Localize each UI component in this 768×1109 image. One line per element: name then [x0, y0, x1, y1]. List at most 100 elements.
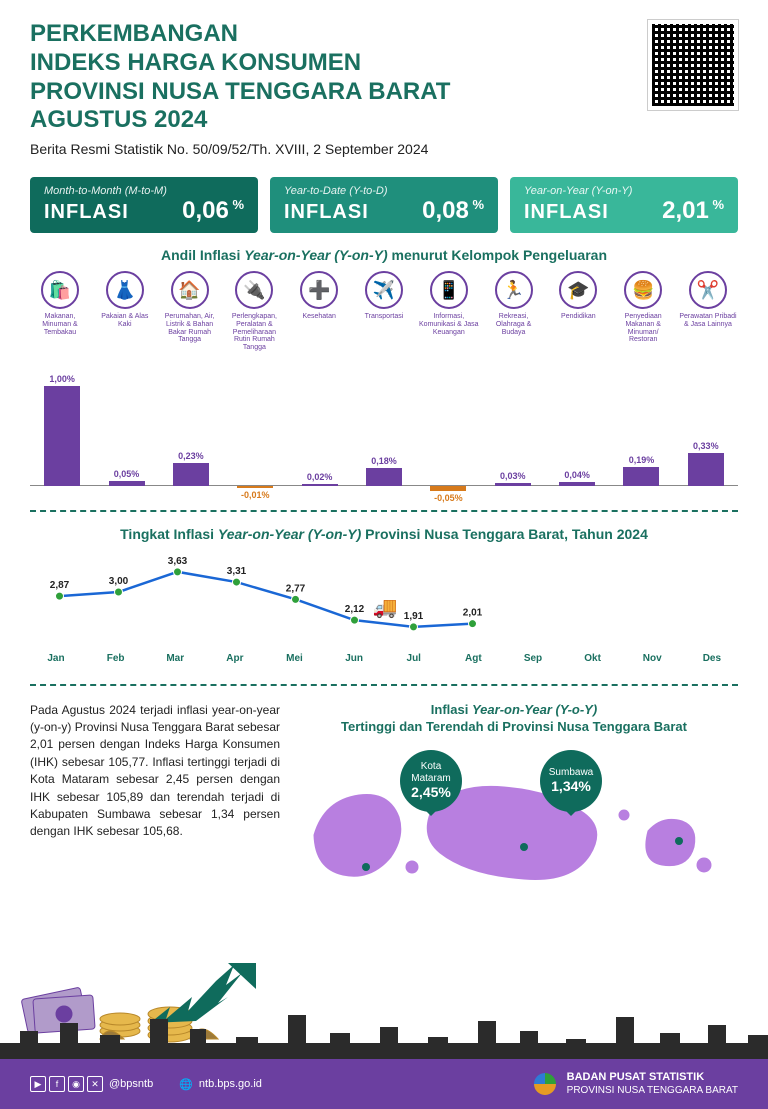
category-label: Pakaian & Alas Kaki [95, 313, 155, 328]
bar [559, 482, 595, 486]
line-title-pre: Tingkat Inflasi [120, 526, 218, 542]
category-icon: 📱 [430, 271, 468, 309]
title-line-1: PERKEMBANGAN [30, 20, 590, 49]
bar [302, 484, 338, 486]
category-title-post: menurut Kelompok Pengeluaran [388, 247, 607, 263]
kpi-period: Month-to-Month (M-to-M) [44, 185, 244, 197]
category-title: Andil Inflasi Year-on-Year (Y-on-Y) menu… [0, 247, 768, 263]
footer-right: BADAN PUSAT STATISTIK PROVINSI NUSA TENG… [531, 1070, 738, 1098]
bar-value-label: 0,19% [611, 455, 671, 465]
category-item: ✂️ Perawatan Pribadi & Jasa Lainnya [678, 271, 738, 351]
map-title-post: Tertinggi dan Terendah di Provinsi Nusa … [341, 719, 687, 734]
bar-value-label: -0,05% [418, 493, 478, 503]
social-icons: ▶ f ◉ ✕ [30, 1076, 103, 1092]
kpi-label: INFLASI [524, 201, 609, 224]
kpi-value: 2,01 % [662, 197, 724, 225]
pin-bubble: Kota Mataram 2,45% [400, 750, 462, 812]
month-label: Jan [36, 653, 76, 664]
svg-text:3,63: 3,63 [168, 555, 188, 566]
month-label: Mar [155, 653, 195, 664]
map-area: Inflasi Year-on-Year (Y-o-Y) Tertinggi d… [290, 702, 738, 901]
category-item: 🏠 Perumahan, Air, Listrik & Bahan Bakar … [160, 271, 220, 351]
category-label: Penyediaan Makanan & Minuman/ Restoran [613, 313, 673, 344]
kpi-value: 0,06 % [182, 197, 244, 225]
category-icon: 🏠 [171, 271, 209, 309]
bar-value-label: -0,01% [225, 490, 285, 500]
bar [430, 486, 466, 491]
kpi-row: Month-to-Month (M-to-M) INFLASI 0,06 % Y… [0, 177, 768, 233]
pin-value: 1,34% [551, 778, 591, 794]
bar [623, 467, 659, 486]
category-label: Rekreasi, Olahraga & Budaya [484, 313, 544, 336]
line-title-italic: Year-on-Year (Y-on-Y) [218, 526, 361, 542]
category-label: Perumahan, Air, Listrik & Bahan Bakar Ru… [160, 313, 220, 344]
kpi-period: Year-to-Date (Y-to-D) [284, 185, 484, 197]
category-icons: 🛍️ Makanan, Minuman & Tembakau 👗 Pakaian… [0, 263, 768, 351]
youtube-icon: ▶ [30, 1076, 46, 1092]
line-title: Tingkat Inflasi Year-on-Year (Y-on-Y) Pr… [0, 526, 768, 542]
instagram-icon: ◉ [68, 1076, 84, 1092]
kpi-label: INFLASI [284, 201, 369, 224]
month-label: Feb [96, 653, 136, 664]
bar-value-label: 0,23% [161, 451, 221, 461]
kpi-value: 0,08 % [422, 197, 484, 225]
twitter-icon: ✕ [87, 1076, 103, 1092]
bar-value-label: 0,04% [547, 470, 607, 480]
org-line-2: PROVINSI NUSA TENGGARA BARAT [567, 1085, 738, 1096]
category-item: 🎓 Pendidikan [548, 271, 608, 351]
svg-text:2,01: 2,01 [463, 607, 483, 618]
category-label: Informasi, Komunikasi & Jasa Keuangan [419, 313, 479, 336]
main-title: PERKEMBANGAN INDEKS HARGA KONSUMEN PROVI… [30, 20, 590, 135]
category-label: Perlengkapan, Peralatan & Pemeliharaan R… [224, 313, 284, 351]
bar-value-label: 0,02% [290, 472, 350, 482]
category-icon: 🏃 [495, 271, 533, 309]
map-title-pre: Inflasi [431, 702, 472, 717]
map-svg [290, 735, 738, 895]
line-svg: 2,873,003,633,312,772,121,912,01🚚 [30, 548, 738, 648]
bar [109, 481, 145, 486]
month-labels: JanFebMarAprMeiJunJulAgtSepOktNovDes [30, 653, 738, 664]
bar [173, 463, 209, 486]
pin-value: 2,45% [411, 784, 451, 800]
bar-value-label: 0,03% [483, 471, 543, 481]
bar [688, 453, 724, 486]
category-label: Transportasi [354, 313, 414, 321]
category-icon: 👗 [106, 271, 144, 309]
skyline [0, 1013, 768, 1059]
summary-paragraph: Pada Agustus 2024 terjadi inflasi year-o… [30, 702, 280, 901]
map-pin: Kota Mataram 2,45% [400, 750, 462, 812]
title-line-2: INDEKS HARGA KONSUMEN [30, 49, 590, 78]
pin-name: Kota Mataram [400, 761, 462, 784]
svg-text:🚚: 🚚 [373, 597, 398, 619]
map-title-italic: Year-on-Year (Y-o-Y) [472, 702, 597, 717]
site-url: ntb.bps.go.id [199, 1078, 262, 1090]
category-label: Perawatan Pribadi & Jasa Lainnya [678, 313, 738, 328]
category-icon: 🍔 [624, 271, 662, 309]
category-item: 👗 Pakaian & Alas Kaki [95, 271, 155, 351]
month-label: Agt [453, 653, 493, 664]
bps-logo-icon [531, 1070, 559, 1098]
bar-value-label: 0,05% [97, 469, 157, 479]
category-icon: 🎓 [559, 271, 597, 309]
month-label: Apr [215, 653, 255, 664]
line-title-post: Provinsi Nusa Tenggara Barat, Tahun 2024 [361, 526, 648, 542]
org-name: BADAN PUSAT STATISTIK PROVINSI NUSA TENG… [567, 1071, 738, 1096]
category-label: Kesehatan [289, 313, 349, 321]
bar-value-label: 0,18% [354, 456, 414, 466]
category-icon: 🛍️ [41, 271, 79, 309]
social-handle: @bpsntb [109, 1078, 153, 1090]
title-line-3: PROVINSI NUSA TENGGARA BARAT [30, 78, 590, 107]
kpi-period: Year-on-Year (Y-on-Y) [524, 185, 724, 197]
category-label: Pendidikan [548, 313, 608, 321]
svg-text:2,77: 2,77 [286, 583, 306, 594]
category-icon: ➕ [300, 271, 338, 309]
svg-text:2,12: 2,12 [345, 604, 365, 615]
category-icon: ✈️ [365, 271, 403, 309]
divider-1 [30, 510, 738, 512]
map-pin: Sumbawa 1,34% [540, 750, 602, 812]
qr-code [648, 20, 738, 110]
bar-chart: 1,00% 0,05% 0,23% -0,01% 0,02% 0,18% -0,… [30, 364, 738, 504]
svg-text:1,91: 1,91 [404, 611, 424, 622]
globe-icon: 🌐 [179, 1078, 193, 1091]
month-label: Nov [632, 653, 672, 664]
